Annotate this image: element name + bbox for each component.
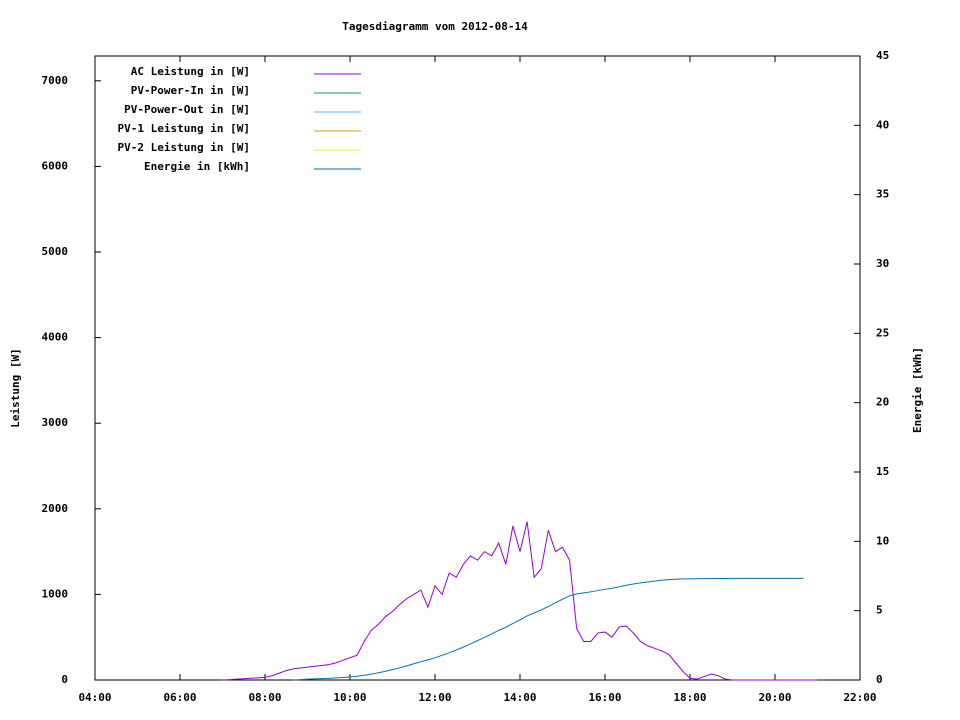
legend-label: PV-Power-Out in [W] — [124, 103, 250, 116]
series-line — [222, 521, 818, 681]
y-tick-label: 7000 — [42, 74, 69, 87]
y2-tick-label: 15 — [876, 465, 889, 478]
plot-frame — [94, 55, 861, 681]
y2-tick-label: 20 — [876, 396, 889, 409]
y-tick-label: 2000 — [42, 502, 69, 515]
y-tick-label: 4000 — [42, 331, 69, 344]
y2-tick-label: 25 — [876, 326, 889, 339]
x-tick-label: 18:00 — [673, 691, 706, 704]
x-tick-label: 14:00 — [503, 691, 536, 704]
chart-title: Tagesdiagramm vom 2012-08-14 — [342, 20, 528, 33]
y2-tick-label: 0 — [876, 673, 883, 686]
y-tick-label: 5000 — [42, 245, 69, 258]
y-tick-label: 1000 — [42, 587, 69, 600]
x-tick-label: 08:00 — [248, 691, 281, 704]
y2-axis-label: Energie [kWh] — [911, 347, 924, 433]
y-tick-label: 3000 — [42, 416, 69, 429]
y-tick-label: 6000 — [42, 159, 69, 172]
x-tick-label: 20:00 — [758, 691, 791, 704]
y2-tick-label: 30 — [876, 257, 889, 270]
legend-label: PV-2 Leistung in [W] — [118, 141, 250, 154]
legend-label: PV-1 Leistung in [W] — [118, 122, 250, 135]
y2-tick-label: 5 — [876, 604, 883, 617]
legend-label: PV-Power-In in [W] — [131, 84, 250, 97]
x-tick-label: 06:00 — [163, 691, 196, 704]
x-tick-label: 22:00 — [843, 691, 876, 704]
series-line — [293, 577, 804, 681]
x-tick-label: 12:00 — [418, 691, 451, 704]
y2-tick-label: 10 — [876, 534, 889, 547]
legend-label: AC Leistung in [W] — [131, 65, 250, 78]
y2-tick-label: 45 — [876, 49, 889, 62]
y2-tick-label: 40 — [876, 118, 889, 131]
legend-label: Energie in [kWh] — [144, 160, 250, 173]
x-tick-label: 04:00 — [78, 691, 111, 704]
y-tick-label: 0 — [61, 673, 68, 686]
x-tick-label: 16:00 — [588, 691, 621, 704]
x-tick-label: 10:00 — [333, 691, 366, 704]
y2-tick-label: 35 — [876, 188, 889, 201]
y-axis-label: Leistung [W] — [9, 348, 22, 427]
